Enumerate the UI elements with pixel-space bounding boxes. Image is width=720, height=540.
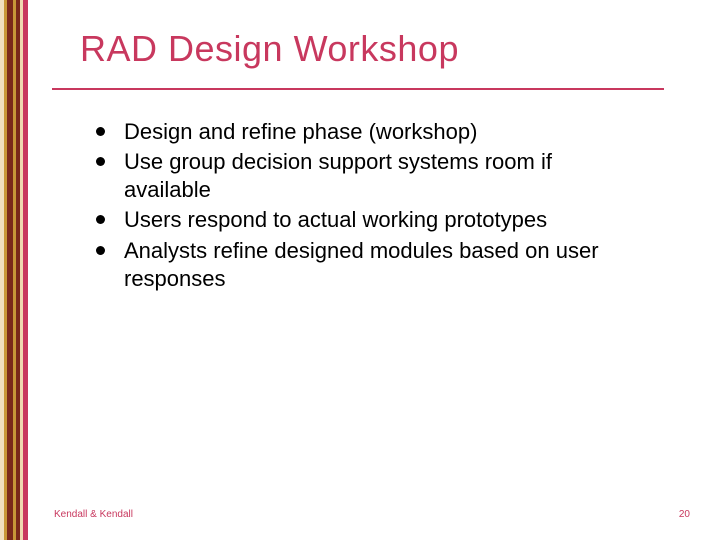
bullet-list: Design and refine phase (workshop)Use gr…: [80, 118, 620, 293]
footer-author: Kendall & Kendall: [54, 509, 133, 520]
slide: RAD Design Workshop Design and refine ph…: [0, 0, 720, 540]
slide-title: RAD Design Workshop: [80, 28, 680, 70]
divider-rule: [52, 88, 664, 90]
bullet-item: Analysts refine designed modules based o…: [124, 237, 620, 293]
bullet-item: Design and refine phase (workshop): [124, 118, 620, 146]
bullet-item: Users respond to actual working prototyp…: [124, 206, 620, 234]
footer-page-number: 20: [679, 509, 690, 520]
bullet-item: Use group decision support systems room …: [124, 148, 620, 204]
